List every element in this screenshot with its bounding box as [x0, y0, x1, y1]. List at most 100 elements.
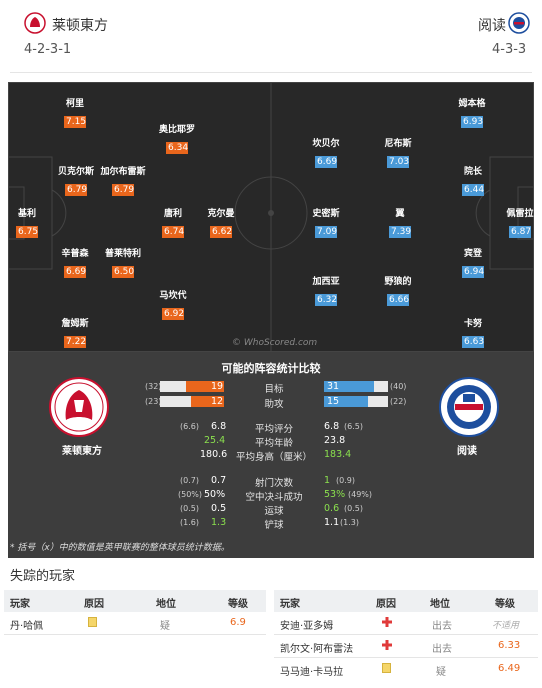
tackles-home-league: (1.6) — [180, 518, 199, 527]
away-player-6[interactable]: 翼 7.39 — [385, 206, 415, 238]
player-name: 贝克尔斯 — [57, 167, 94, 177]
player-rating: 7.39 — [389, 226, 412, 238]
home-missing-status: 疑 — [160, 621, 170, 632]
row-divider — [4, 634, 266, 635]
player-rating: 7.09 — [315, 226, 338, 238]
home-crest-label: 莱顿東方 — [62, 446, 102, 457]
avg-rating-away: 6.8 — [324, 421, 340, 432]
player-name: 辛普森 — [61, 249, 89, 259]
home-col-player: 玩家 — [10, 599, 30, 610]
player-rating: 7.22 — [64, 336, 87, 348]
player-name: 普莱特利 — [104, 249, 141, 259]
away-missing-player-name[interactable]: 凯尔文·阿布雷法 — [280, 644, 354, 655]
player-rating: 6.69 — [315, 156, 338, 168]
avg-age-away: 23.8 — [324, 435, 346, 446]
aerial-away: 53% — [324, 489, 346, 500]
away-player-10[interactable]: 野狼的 6.66 — [380, 274, 416, 306]
red-cross-icon — [382, 640, 392, 650]
away-team-name[interactable]: 阅读 — [478, 18, 506, 34]
shots-label: 射门次数 — [254, 478, 293, 489]
away-player-4[interactable]: 院长 6.44 — [458, 164, 488, 196]
player-rating: 6.75 — [16, 226, 39, 238]
home-team-name[interactable]: 莱顿東方 — [52, 18, 108, 34]
player-name: 马坎代 — [159, 291, 187, 301]
away-player-1[interactable]: 姆本格 6.93 — [454, 96, 490, 128]
away-missing-status: 出去 — [432, 621, 452, 632]
player-name: 院长 — [463, 167, 482, 177]
dribbles-home: 0.5 — [211, 503, 227, 514]
avg-height-home: 180.6 — [200, 449, 228, 460]
home-player-6[interactable]: 唐利 6.74 — [158, 206, 188, 238]
avg-height-label: 平均身高（厘米） — [235, 452, 312, 463]
shots-home-league: (0.7) — [180, 476, 199, 485]
avg-age-label: 平均年龄 — [254, 438, 293, 449]
home-player-7[interactable]: 克尔曼 6.62 — [206, 206, 236, 238]
aerial-label: 空中决斗成功 — [245, 492, 303, 503]
home-player-8[interactable]: 辛普森 6.69 — [60, 246, 90, 278]
shots-away: 1 — [324, 475, 331, 486]
home-player-5[interactable]: 基利 6.75 — [12, 206, 42, 238]
player-name: 基利 — [17, 209, 36, 219]
home-player-4[interactable]: 加尔布雷斯 6.79 — [98, 164, 148, 196]
avg-age-home: 25.4 — [204, 435, 226, 446]
home-crest-icon[interactable] — [48, 376, 110, 438]
home-player-9[interactable]: 普莱特利 6.50 — [103, 246, 143, 278]
away-player-9[interactable]: 加西亚 6.32 — [308, 274, 344, 306]
goals-away-bar — [324, 381, 374, 392]
shots-home: 0.7 — [211, 475, 227, 486]
away-player-7[interactable]: 佩雷拉 6.87 — [502, 206, 534, 238]
player-name: 史密斯 — [312, 209, 340, 219]
lineup-comparison: 可能的阵容统计比较 莱顿東方 阅读 — [8, 352, 534, 558]
player-rating: 6.92 — [162, 308, 185, 320]
assists-home-league: (23) — [145, 397, 162, 406]
home-player-10[interactable]: 马坎代 6.92 — [158, 288, 188, 320]
away-player-8[interactable]: 宾登 6.94 — [458, 246, 488, 278]
player-rating: 6.66 — [387, 294, 410, 306]
goals-away-value: 31 — [327, 381, 340, 392]
away-team-logo-icon[interactable] — [508, 12, 530, 34]
away-missing-player-name[interactable]: 马马迪·卡马拉 — [280, 667, 344, 678]
dribbles-away-league: (0.5) — [344, 504, 363, 513]
home-player-2[interactable]: 奥比耶罗 6.34 — [152, 122, 202, 154]
away-player-2[interactable]: 坎贝尔 6.69 — [308, 136, 344, 168]
goals-home-league: (32) — [145, 382, 162, 391]
home-missing-player-name[interactable]: 丹·哈佩 — [10, 621, 44, 632]
home-player-11[interactable]: 詹姆斯 7.22 — [60, 316, 90, 348]
away-crest-icon[interactable] — [438, 376, 500, 438]
away-crest-label: 阅读 — [457, 446, 477, 457]
away-missing-status: 出去 — [432, 644, 452, 655]
away-player-3[interactable]: 尼布斯 7.03 — [380, 136, 416, 168]
home-col-rating: 等级 — [228, 599, 248, 610]
dribbles-away: 0.6 — [324, 503, 340, 514]
player-rating: 6.32 — [315, 294, 338, 306]
away-player-5[interactable]: 史密斯 7.09 — [308, 206, 344, 238]
player-rating: 6.34 — [166, 142, 189, 154]
player-name: 姆本格 — [458, 99, 486, 109]
watermark: © WhoScored.com — [232, 338, 318, 348]
tackles-home: 1.3 — [211, 517, 227, 528]
player-name: 克尔曼 — [207, 209, 235, 219]
away-player-11[interactable]: 卡努 6.63 — [458, 316, 488, 348]
player-name: 詹姆斯 — [61, 319, 89, 329]
home-col-reason: 原因 — [84, 599, 104, 610]
away-missing-player-name[interactable]: 安迪·亚多姆 — [280, 621, 334, 632]
pitch-markings — [8, 82, 534, 352]
player-name: 坎贝尔 — [312, 139, 340, 149]
goals-home-bar — [186, 381, 224, 392]
tackles-label: 铲球 — [264, 520, 284, 531]
home-player-3[interactable]: 贝克尔斯 6.79 — [56, 164, 96, 196]
player-name: 宾登 — [463, 249, 482, 259]
row-divider — [274, 657, 538, 658]
avg-rating-home: 6.8 — [211, 421, 227, 432]
player-name: 加尔布雷斯 — [100, 167, 146, 177]
home-missing-rating: 6.9 — [230, 617, 246, 628]
away-col-position: 地位 — [430, 599, 450, 610]
away-formation: 4-3-3 — [492, 42, 527, 57]
home-team-logo-icon[interactable] — [24, 12, 46, 34]
home-player-1[interactable]: 柯里 7.15 — [60, 96, 90, 128]
player-rating: 6.69 — [64, 266, 87, 278]
assists-home-value: 12 — [211, 396, 224, 407]
yellow-card-icon — [88, 617, 97, 627]
player-name: 野狼的 — [384, 277, 412, 287]
player-rating: 7.15 — [64, 116, 87, 128]
